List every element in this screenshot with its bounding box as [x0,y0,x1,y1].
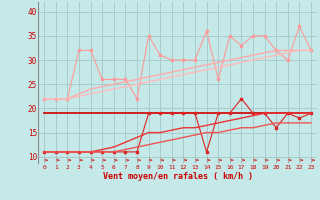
X-axis label: Vent moyen/en rafales ( km/h ): Vent moyen/en rafales ( km/h ) [103,172,252,181]
